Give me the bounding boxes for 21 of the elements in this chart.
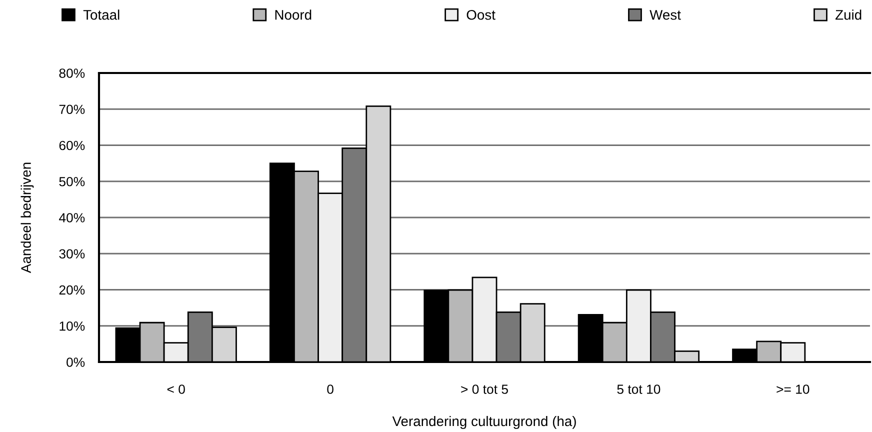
legend-label: Oost bbox=[466, 10, 496, 20]
legend-label: Zuid bbox=[836, 10, 862, 20]
y-tick-label: 10% bbox=[60, 321, 85, 331]
x-tick-label: 5 tot 10 bbox=[617, 384, 660, 394]
y-tick-label: 0% bbox=[66, 358, 85, 367]
legend-label: Noord bbox=[275, 10, 312, 20]
y-axis-title: Aandeel bedrijven bbox=[20, 162, 34, 274]
y-tick-label: 70% bbox=[59, 104, 85, 114]
x-axis-title: Verandering cultuurgrond (ha) bbox=[392, 416, 576, 429]
y-tick-label: 60% bbox=[59, 140, 85, 150]
y-tick-label: 40% bbox=[59, 213, 85, 222]
y-tick-label: 50% bbox=[59, 176, 85, 186]
y-tick-label: 30% bbox=[59, 249, 85, 259]
x-tick-label: > 0 tot 5 bbox=[461, 384, 508, 394]
y-tick-label: 20% bbox=[59, 285, 85, 295]
x-tick-label: < 0 bbox=[167, 384, 185, 394]
y-tick-label: 80% bbox=[59, 68, 85, 78]
x-tick-label: >= 10 bbox=[776, 384, 810, 394]
legend-label: Totaal bbox=[83, 10, 120, 20]
legend-label: West bbox=[650, 10, 681, 20]
x-tick-label: 0 bbox=[327, 384, 334, 394]
